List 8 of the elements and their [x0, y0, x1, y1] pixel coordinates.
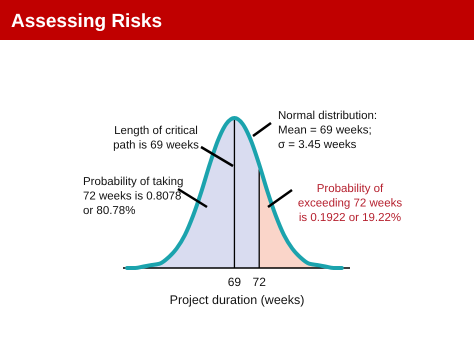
- annotation: Probability of exceeding 72 weeks is 0.1922 or 19.22%: [298, 183, 402, 224]
- x-tick-label: 72: [252, 275, 266, 289]
- annotation: Length of critical path is 69 weeks: [113, 125, 200, 152]
- x-tick-label: 69: [228, 275, 242, 289]
- chart-title: Assessing Risks: [11, 11, 162, 32]
- annotation: Normal distribution: Mean = 69 weeks; σ = 3.45 weeks: [278, 110, 378, 151]
- x-axis-title: Project duration (weeks): [170, 293, 304, 307]
- annotation: Probability of taking 72 weeks is 0.8078 or 80.78%: [83, 176, 184, 217]
